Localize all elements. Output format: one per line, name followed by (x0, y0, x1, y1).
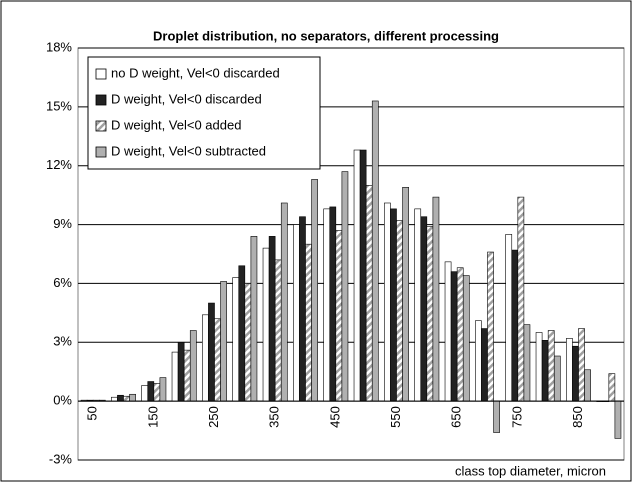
legend-label: no D weight, Vel<0 discarded (111, 65, 280, 80)
bar (177, 341, 185, 402)
x-tick-label: 350 (267, 406, 282, 428)
bar (323, 208, 331, 402)
bar (329, 206, 337, 402)
bar (147, 381, 155, 402)
bar (475, 320, 482, 402)
bar (505, 234, 513, 402)
bar (432, 196, 440, 402)
bar (578, 328, 585, 402)
bar (293, 224, 300, 402)
legend-swatch (95, 68, 107, 80)
bar (262, 247, 270, 402)
y-tick-label: 18% (46, 39, 72, 54)
legend-box (87, 56, 321, 170)
legend-label: D weight, Vel<0 subtracted (111, 143, 266, 158)
bar (280, 202, 288, 402)
bar (541, 340, 549, 402)
bar (444, 261, 452, 402)
bar (141, 385, 149, 402)
x-tick-label: 750 (509, 406, 524, 428)
bar (123, 395, 130, 402)
legend-label: D weight, Vel<0 added (111, 117, 241, 132)
bar (305, 243, 312, 402)
bar (153, 383, 161, 402)
x-tick-label: 550 (388, 406, 403, 428)
bar (462, 275, 470, 402)
bar (420, 216, 428, 402)
bar (390, 208, 397, 402)
bar (341, 171, 349, 402)
bar (189, 330, 197, 402)
chart-title: Droplet distribution, no separators, dif… (153, 28, 499, 43)
x-tick-label: 50 (85, 406, 100, 420)
bar (371, 100, 379, 402)
bar (183, 349, 191, 402)
bar (384, 202, 391, 402)
x-tick-label: 850 (570, 406, 585, 428)
y-tick-label: 9% (53, 216, 72, 231)
bar (159, 377, 167, 402)
bar (250, 236, 258, 402)
bar (396, 220, 403, 402)
bar (111, 396, 118, 402)
bar (584, 369, 591, 402)
legend-swatch (95, 94, 107, 106)
bar (535, 332, 543, 402)
bar (402, 186, 409, 402)
bar (208, 302, 215, 402)
bar (365, 185, 373, 402)
bar (129, 393, 136, 402)
y-tick-label: 6% (53, 275, 72, 290)
bar (220, 281, 227, 402)
bar (553, 355, 561, 402)
bar (214, 318, 221, 402)
bar (232, 277, 240, 402)
bar (414, 208, 422, 402)
x-tick-label: 150 (145, 406, 160, 428)
bar (493, 400, 500, 433)
y-tick-label: 0% (53, 393, 72, 408)
bar (311, 179, 318, 402)
bar (268, 236, 276, 402)
bar (426, 226, 434, 402)
bar (238, 265, 246, 402)
legend-swatch (95, 146, 107, 158)
bar (566, 338, 573, 402)
bar (359, 149, 367, 402)
y-tick-label: 12% (46, 157, 72, 172)
bar (572, 345, 579, 402)
bar (523, 324, 531, 402)
bar (487, 251, 494, 402)
y-tick-label: 15% (46, 98, 72, 113)
bar (335, 230, 343, 402)
bar (202, 314, 209, 402)
x-tick-label: 250 (206, 406, 221, 428)
x-tick-label: 450 (327, 406, 342, 428)
bar (450, 271, 458, 402)
bar (547, 330, 555, 402)
bar (117, 394, 124, 402)
bar (608, 373, 616, 402)
bar (353, 149, 361, 402)
x-tick-label: 650 (449, 406, 464, 428)
bar (511, 249, 519, 402)
bar (614, 400, 622, 439)
legend-label: D weight, Vel<0 discarded (111, 91, 262, 106)
legend-swatch (95, 120, 107, 132)
y-tick-label: 3% (53, 334, 72, 349)
bar (456, 267, 464, 402)
bar (244, 283, 252, 402)
bar (481, 328, 488, 402)
bar (171, 351, 179, 402)
bar (274, 259, 282, 402)
bar (299, 216, 306, 402)
bar (517, 196, 525, 402)
x-axis-label: class top diameter, micron (455, 463, 606, 478)
y-tick-label: -3% (49, 451, 73, 466)
